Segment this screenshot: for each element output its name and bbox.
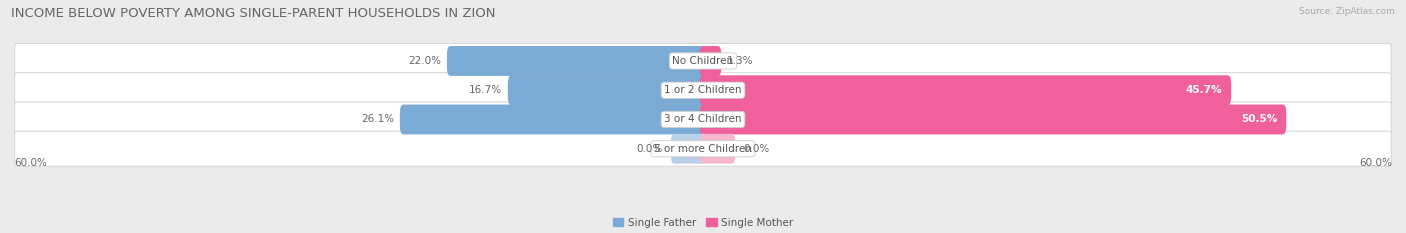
Text: 0.0%: 0.0% xyxy=(637,144,662,154)
FancyBboxPatch shape xyxy=(447,46,706,76)
FancyBboxPatch shape xyxy=(14,73,1392,108)
Text: 45.7%: 45.7% xyxy=(1185,85,1222,95)
Text: Source: ZipAtlas.com: Source: ZipAtlas.com xyxy=(1299,7,1395,16)
Text: 16.7%: 16.7% xyxy=(470,85,502,95)
FancyBboxPatch shape xyxy=(700,46,721,76)
Text: 60.0%: 60.0% xyxy=(14,158,46,168)
FancyBboxPatch shape xyxy=(14,131,1392,166)
FancyBboxPatch shape xyxy=(700,134,735,164)
FancyBboxPatch shape xyxy=(700,75,1232,105)
Legend: Single Father, Single Mother: Single Father, Single Mother xyxy=(609,213,797,232)
Text: 26.1%: 26.1% xyxy=(361,114,394,124)
Text: 22.0%: 22.0% xyxy=(408,56,441,66)
FancyBboxPatch shape xyxy=(671,134,706,164)
Text: 60.0%: 60.0% xyxy=(1360,158,1392,168)
Text: 50.5%: 50.5% xyxy=(1241,114,1277,124)
FancyBboxPatch shape xyxy=(14,43,1392,79)
Text: 1 or 2 Children: 1 or 2 Children xyxy=(664,85,742,95)
Text: No Children: No Children xyxy=(672,56,734,66)
Text: 1.3%: 1.3% xyxy=(727,56,754,66)
FancyBboxPatch shape xyxy=(14,102,1392,137)
Text: 3 or 4 Children: 3 or 4 Children xyxy=(664,114,742,124)
Text: 5 or more Children: 5 or more Children xyxy=(654,144,752,154)
FancyBboxPatch shape xyxy=(508,75,706,105)
FancyBboxPatch shape xyxy=(399,105,706,134)
FancyBboxPatch shape xyxy=(700,105,1286,134)
Text: 0.0%: 0.0% xyxy=(744,144,769,154)
Text: INCOME BELOW POVERTY AMONG SINGLE-PARENT HOUSEHOLDS IN ZION: INCOME BELOW POVERTY AMONG SINGLE-PARENT… xyxy=(11,7,496,20)
